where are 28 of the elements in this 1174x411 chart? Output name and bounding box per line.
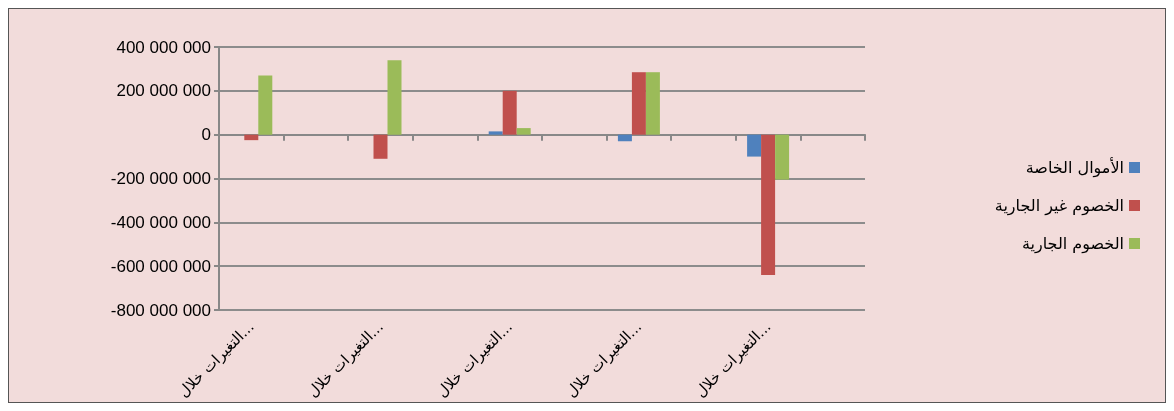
bar [761, 134, 776, 275]
bar [387, 60, 402, 135]
bar [488, 131, 503, 135]
legend-label: الخصوم غير الجارية [994, 196, 1124, 216]
bar [617, 134, 632, 142]
y-tick-label: -800 000 000 [110, 300, 211, 320]
bar [631, 72, 646, 135]
x-tick-label: التغيرات خلال... [174, 317, 258, 401]
bar [258, 75, 273, 135]
bar [775, 134, 790, 180]
y-tick-label: 200 000 000 [116, 81, 211, 101]
legend-label: الأموال الخاصة [1025, 157, 1124, 178]
bar [244, 134, 259, 141]
bar [645, 72, 660, 135]
y-tick-label: 400 000 000 [116, 37, 211, 57]
bar [747, 134, 762, 157]
bar [516, 128, 531, 135]
y-tick-label: -600 000 000 [110, 256, 211, 276]
y-tick-label: -200 000 000 [110, 169, 211, 189]
bar [502, 90, 517, 135]
y-tick-label: 0 [201, 125, 211, 145]
x-tick-label: التغيرات خلال... [562, 317, 646, 401]
x-tick-label: التغيرات خلال... [432, 317, 517, 401]
legend-label: الخصوم الجارية [1021, 234, 1124, 254]
x-tick-label: التغيرات خلال... [303, 317, 387, 401]
bar [373, 134, 388, 159]
y-tick-label: -400 000 000 [110, 212, 211, 232]
x-tick-label: التغيرات خلال... [691, 317, 775, 401]
